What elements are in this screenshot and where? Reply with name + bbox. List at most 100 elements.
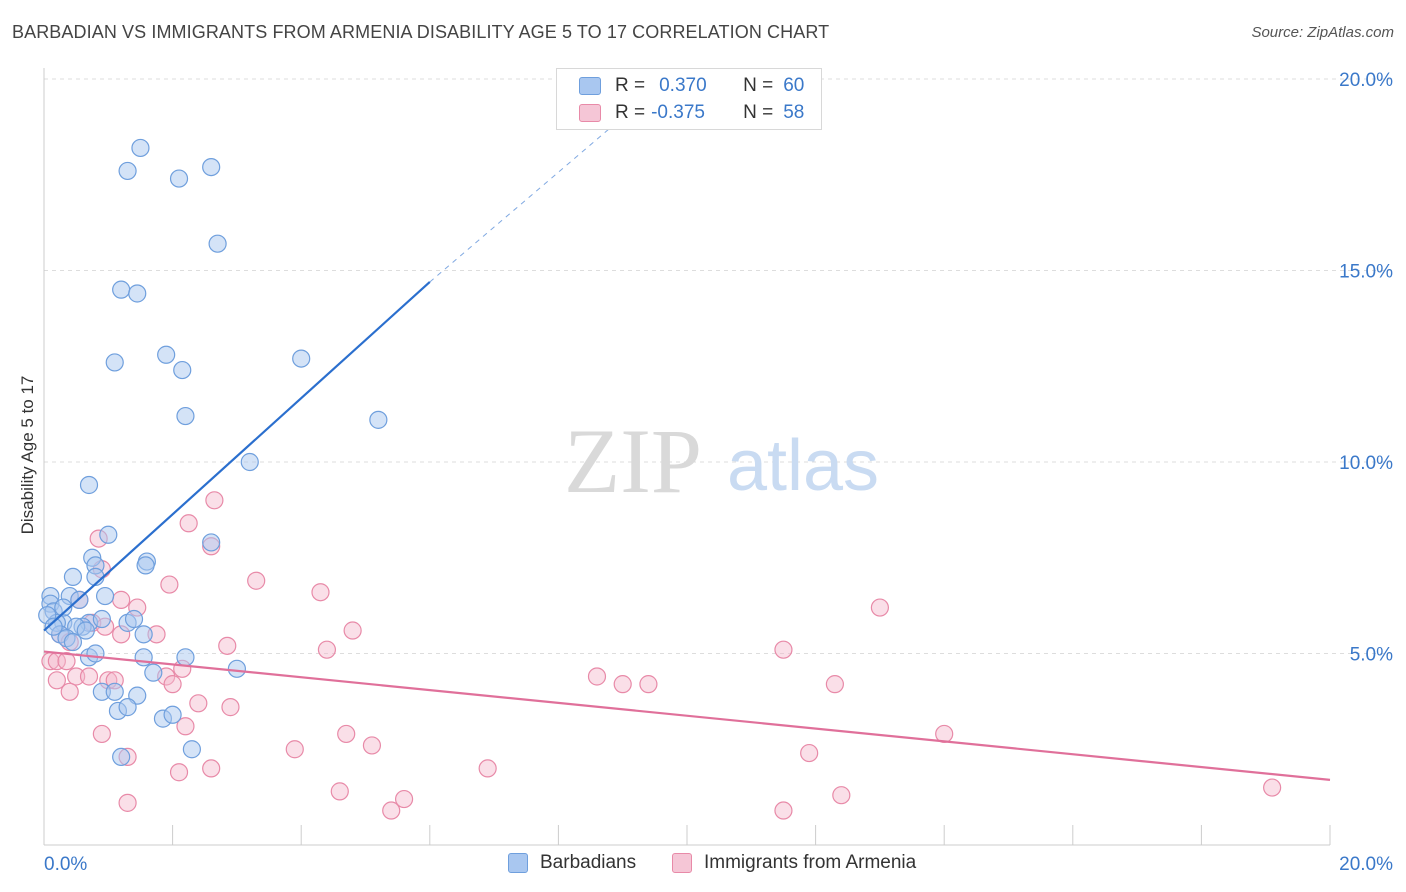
armenia-point — [394, 789, 414, 809]
armenia-point — [774, 640, 793, 659]
legend-row-barbadians: R = 0.370 N = 60 — [579, 74, 804, 98]
barbadians-point — [227, 659, 246, 678]
barbadians-point — [99, 525, 118, 544]
armenia-point — [57, 652, 76, 671]
legend-n-value: 60 — [783, 75, 805, 96]
armenia-point — [285, 740, 304, 759]
barbadians-point — [134, 625, 153, 644]
barbadians-point — [136, 556, 155, 575]
barbadians-point — [112, 747, 131, 767]
armenia-point — [79, 667, 99, 686]
legend-r-label: R = — [615, 75, 646, 96]
gridlines — [44, 78, 1395, 654]
barbadians-point — [76, 621, 95, 640]
legend-swatch-pink — [579, 104, 601, 122]
barbadians-point — [157, 345, 176, 364]
barbadians-point — [54, 598, 73, 617]
series-barbadians-points — [38, 138, 388, 767]
armenia-point — [343, 621, 362, 640]
bottom-legend-label: Barbadians — [540, 852, 637, 873]
armenia-point — [160, 575, 179, 594]
armenia-point — [179, 514, 198, 533]
barbadians-point — [124, 609, 144, 629]
barbadians-point — [240, 452, 259, 472]
barbadians-point — [118, 161, 137, 181]
barbadians-point — [163, 705, 182, 724]
armenia-point — [67, 667, 86, 686]
armenia-point — [1263, 778, 1282, 797]
legend-n-label: N = — [743, 75, 774, 96]
axes — [43, 68, 1331, 846]
armenia-point — [639, 675, 658, 694]
barbadians-point — [86, 644, 105, 663]
barbadians-point — [44, 617, 63, 636]
y-tick-label: 5.0% — [1350, 645, 1393, 666]
barbadians-point — [134, 648, 153, 667]
armenia-point — [247, 571, 266, 590]
barbadians-point — [176, 406, 195, 426]
armenia-point — [118, 793, 137, 812]
legend-row-armenia: R = -0.375 N = 58 — [579, 101, 804, 125]
bottom-legend-armenia: Immigrants from Armenia — [672, 852, 916, 874]
bottom-legend-barbadians: Barbadians — [508, 852, 636, 874]
armenia-point — [382, 801, 401, 820]
armenia-point — [202, 759, 221, 778]
watermark-zip: ZIP — [564, 410, 702, 512]
armenia-point — [774, 801, 793, 820]
legend-r-label: R = — [615, 102, 646, 123]
armenia-point — [330, 782, 349, 801]
barbadians-point — [176, 648, 195, 667]
barbadians-point — [105, 682, 124, 701]
armenia-point — [317, 640, 337, 659]
barbadians-point — [92, 609, 111, 629]
armenia-point — [112, 590, 131, 609]
y-tick-label: 20.0% — [1339, 70, 1393, 91]
armenia-point — [189, 694, 208, 713]
chart-title: BARBADIAN VS IMMIGRANTS FROM ARMENIA DIS… — [12, 22, 830, 42]
barbadians-point — [173, 360, 192, 380]
zipatlas-watermark: ZIP atlas — [564, 410, 879, 512]
armenia-point — [169, 763, 189, 782]
barbadians-point — [369, 410, 388, 429]
barbadians-point — [105, 353, 124, 372]
armenia-point — [825, 675, 844, 694]
barbadians-point — [169, 169, 189, 188]
tick-labels: 5.0% 10.0% 15.0% 20.0% 0.0% 20.0% — [44, 70, 1393, 875]
barbadians-point — [208, 234, 227, 253]
barbadians-trendline-extension — [429, 116, 624, 283]
barbadians-point — [202, 157, 221, 177]
armenia-point — [870, 598, 890, 617]
bottom-legend-swatch-blue — [508, 853, 528, 873]
armenia-point — [205, 491, 224, 510]
barbadians-point — [118, 698, 137, 717]
armenia-point — [337, 724, 356, 744]
y-axis-label: Disability Age 5 to 17 — [18, 375, 37, 535]
bottom-legend-swatch-pink — [672, 853, 692, 873]
armenia-point — [587, 667, 607, 686]
armenia-point — [613, 675, 632, 694]
barbadians-point — [63, 567, 83, 587]
legend-r-value: -0.375 — [651, 102, 705, 123]
correlation-legend: R = 0.370 N = 60 R = -0.375 N = 58 — [556, 68, 822, 130]
armenia-point — [176, 717, 195, 736]
armenia-point — [362, 736, 382, 755]
armenia-point — [47, 671, 66, 690]
legend-swatch-blue — [579, 77, 601, 95]
barbadians-point — [202, 533, 221, 552]
barbadians-point — [112, 280, 131, 299]
watermark-atlas: atlas — [727, 426, 879, 506]
bottom-legend-label: Immigrants from Armenia — [704, 852, 917, 873]
source-label: Source: ZipAtlas.com — [1251, 24, 1394, 41]
armenia-point — [60, 682, 79, 701]
legend-r-value: 0.370 — [659, 75, 707, 96]
armenia-point — [311, 583, 330, 602]
series-armenia-points — [41, 491, 1282, 820]
legend-n-label: N = — [743, 102, 774, 123]
x-tick-label-min: 0.0% — [44, 854, 87, 875]
barbadians-trendline — [43, 281, 431, 632]
armenia-point — [478, 759, 497, 778]
y-tick-label: 15.0% — [1339, 262, 1393, 283]
armenia-point — [832, 786, 851, 805]
barbadians-point — [292, 349, 311, 368]
